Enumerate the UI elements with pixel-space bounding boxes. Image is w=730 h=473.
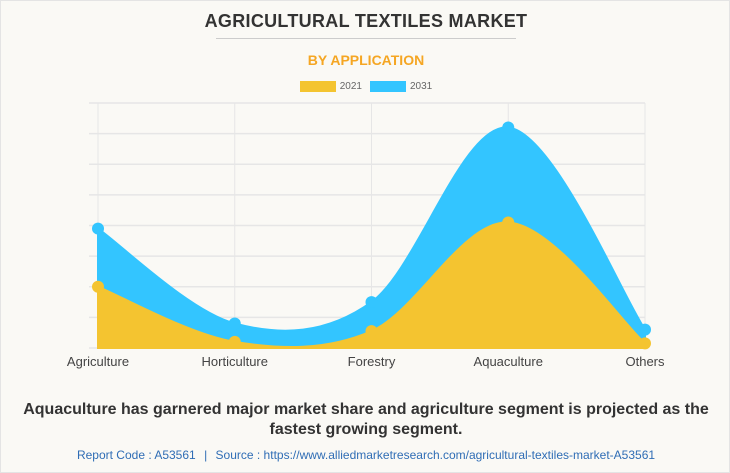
data-point-2021-others[interactable] (639, 337, 651, 350)
data-point-2031-forestry[interactable] (365, 296, 378, 309)
x-tick-label: Others (625, 354, 665, 369)
x-tick-label: Horticulture (202, 354, 268, 369)
legend-item-2021[interactable]: 2021 (299, 81, 362, 92)
report-code: Report Code : A53561 (76, 448, 196, 462)
area-chart: Agriculture Horticulture Forestry Aquacultu… (67, 102, 665, 369)
legend-item-2031[interactable]: 2031 (370, 81, 432, 92)
data-point-2031-agriculture[interactable] (92, 222, 104, 235)
data-point-2021-horticulture[interactable] (228, 335, 241, 348)
chart-caption: Aquaculture has garnered major market sh… (23, 401, 709, 438)
x-tick-label: Agriculture (67, 354, 129, 369)
legend: 2021 2031 (1, 81, 730, 92)
footer-separator: | (204, 448, 208, 462)
data-point-2031-others[interactable] (639, 323, 651, 336)
data-point-2021-aquaculture[interactable] (502, 216, 515, 229)
legend-label-2031: 2031 (410, 81, 433, 92)
x-tick-label: Forestry (348, 354, 396, 369)
chart-title: AGRICULTURAL TEXTILES MARKET (204, 11, 528, 31)
data-point-2031-horticulture[interactable] (228, 317, 241, 330)
source-link[interactable]: Source : https://www.alliedmarketresearc… (215, 448, 656, 462)
legend-label-2021: 2021 (339, 81, 362, 92)
points (92, 121, 651, 350)
legend-swatch-2031 (370, 81, 406, 92)
x-axis-labels: Agriculture Horticulture Forestry Aquacultu… (67, 354, 665, 369)
title-divider (216, 38, 516, 39)
footer: Report Code : A53561 | Source : https://… (1, 448, 730, 462)
x-tick-label: Aquaculture (474, 354, 543, 369)
data-point-2021-agriculture[interactable] (92, 280, 104, 293)
data-point-2021-forestry[interactable] (365, 325, 378, 338)
area-series-2021 (97, 221, 646, 349)
legend-swatch-2021 (299, 81, 336, 92)
areas (97, 126, 646, 349)
data-point-2031-aquaculture[interactable] (502, 121, 515, 134)
chart-subtitle: BY APPLICATION (307, 52, 425, 68)
